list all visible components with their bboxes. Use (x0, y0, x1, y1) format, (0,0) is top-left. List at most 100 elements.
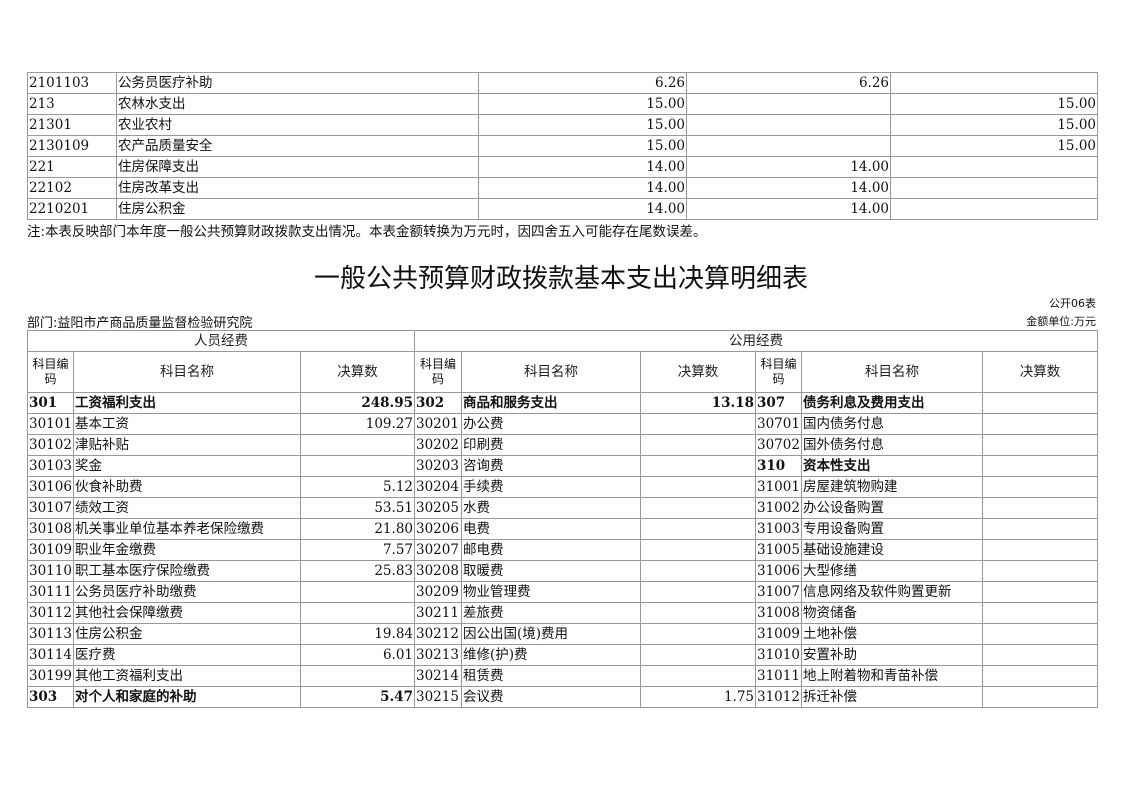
subject-code: 30202 (414, 434, 462, 456)
subject-name: 因公出国(境)费用 (461, 623, 641, 645)
subject-code: 31003 (755, 518, 802, 540)
subject-code: 30206 (414, 518, 462, 540)
table-row: 30108 机关事业单位基本养老保险缴费 21.80 30206 电费 31003 专用设备… (27, 518, 1098, 540)
group-header-personnel: 人员经费 (27, 330, 415, 352)
subject-code: 31001 (755, 476, 802, 498)
amount (640, 665, 756, 687)
basic-amount (686, 135, 891, 157)
subject-code: 30702 (755, 434, 802, 456)
subject-code: 30199 (27, 665, 74, 687)
subject-code: 31009 (755, 623, 802, 645)
subject-code: 2130109 (27, 135, 117, 157)
subject-name: 住房改革支出 (116, 177, 479, 199)
amount (640, 455, 756, 477)
subject-name: 手续费 (461, 476, 641, 498)
table-row: 221 住房保障支出 14.00 14.00 (27, 156, 1098, 178)
table-row: 213 农林水支出 15.00 15.00 (27, 93, 1098, 115)
amount: 248.95 (300, 392, 415, 414)
subject-code: 303 (27, 686, 74, 708)
table-row: 30102 津贴补贴 30202 印刷费 30702 国外债务付息 (27, 434, 1098, 456)
subject-code: 30212 (414, 623, 462, 645)
table-row: 2210201 住房公积金 14.00 14.00 (27, 198, 1098, 220)
amount: 25.83 (300, 560, 415, 582)
subject-code: 31002 (755, 497, 802, 519)
table-row: 301 工资福利支出 248.95 302 商品和服务支出 13.18 307 债务利息及费用… (27, 392, 1098, 414)
subject-code: 31006 (755, 560, 802, 582)
amount: 19.84 (300, 623, 415, 645)
amount: 7.57 (300, 539, 415, 561)
subject-name: 公务员医疗补助缴费 (73, 581, 301, 603)
table-row: 30109 职业年金缴费 7.57 30207 邮电费 31005 基础设施建设 (27, 539, 1098, 561)
subject-code: 221 (27, 156, 117, 178)
subject-name: 差旅费 (461, 602, 641, 624)
table-row: 30101 基本工资 109.27 30201 办公费 30701 国内债务付息 (27, 413, 1098, 435)
subject-name: 农业农村 (116, 114, 479, 136)
group-header-public: 公用经费 (414, 330, 1098, 352)
basic-expenditure-detail-table: 人员经费 公用经费 科目编码 科目名称 决算数 科目编码 科目名称 决算数 科目编码 科目名称… (27, 330, 1098, 708)
subject-code: 30207 (414, 539, 462, 561)
col-header-code: 科目编码 (755, 351, 802, 393)
subject-code: 30101 (27, 413, 74, 435)
subject-name: 对个人和家庭的补助 (73, 686, 301, 708)
table-row: 303 对个人和家庭的补助 5.47 30215 会议费 1.75 31012 拆迁补偿 (27, 686, 1098, 708)
col-header-amount: 决算数 (982, 351, 1098, 393)
subject-name: 基本工资 (73, 413, 301, 435)
subject-code: 30106 (27, 476, 74, 498)
subject-name: 大型修缮 (801, 560, 983, 582)
table-row: 2130109 农产品质量安全 15.00 15.00 (27, 135, 1098, 157)
amount (982, 686, 1098, 708)
subject-name: 商品和服务支出 (461, 392, 641, 414)
amount (982, 581, 1098, 603)
subject-name: 农林水支出 (116, 93, 479, 115)
subject-code: 310 (755, 455, 802, 477)
table-row: 30111 公务员医疗补助缴费 30209 物业管理费 31007 信息网络及软件购置更新 (27, 581, 1098, 603)
subject-name: 专用设备购置 (801, 518, 983, 540)
subject-name: 取暖费 (461, 560, 641, 582)
project-amount: 15.00 (890, 114, 1098, 136)
subject-name: 基础设施建设 (801, 539, 983, 561)
subject-code: 30113 (27, 623, 74, 645)
subject-name: 国内债务付息 (801, 413, 983, 435)
department-label: 部门:益阳市产商品质量监督检验研究院 (27, 316, 253, 331)
amount (982, 644, 1098, 666)
subject-name: 印刷费 (461, 434, 641, 456)
table-row: 22102 住房改革支出 14.00 14.00 (27, 177, 1098, 199)
subject-name: 绩效工资 (73, 497, 301, 519)
subject-code: 31011 (755, 665, 802, 687)
subject-code: 213 (27, 93, 117, 115)
subject-name: 拆迁补偿 (801, 686, 983, 708)
amount (640, 602, 756, 624)
total-amount: 15.00 (478, 93, 687, 115)
amount: 6.01 (300, 644, 415, 666)
amount (982, 560, 1098, 582)
subject-name: 债务利息及费用支出 (801, 392, 983, 414)
amount (640, 644, 756, 666)
total-amount: 6.26 (478, 72, 687, 94)
subject-name: 土地补偿 (801, 623, 983, 645)
basic-amount (686, 114, 891, 136)
subject-code: 2210201 (27, 198, 117, 220)
subject-name: 房屋建筑物购建 (801, 476, 983, 498)
subject-code: 301 (27, 392, 74, 414)
subject-name: 国外债务付息 (801, 434, 983, 456)
table-row: 30103 奖金 30203 咨询费 310 资本性支出 (27, 455, 1098, 477)
subject-name: 办公设备购置 (801, 497, 983, 519)
basic-amount: 14.00 (686, 156, 891, 178)
subject-code: 31007 (755, 581, 802, 603)
subject-name: 其他工资福利支出 (73, 665, 301, 687)
amount (640, 476, 756, 498)
col-header-amount: 决算数 (640, 351, 756, 393)
basic-amount: 14.00 (686, 198, 891, 220)
subject-code: 30213 (414, 644, 462, 666)
project-amount (890, 198, 1098, 220)
subject-name: 津贴补贴 (73, 434, 301, 456)
col-header-code: 科目编码 (414, 351, 462, 393)
subject-name: 农产品质量安全 (116, 135, 479, 157)
subject-code: 30209 (414, 581, 462, 603)
subject-code: 2101103 (27, 72, 117, 94)
table-row: 30199 其他工资福利支出 30214 租赁费 31011 地上附着物和青苗补偿 (27, 665, 1098, 687)
subject-code: 30215 (414, 686, 462, 708)
subject-code: 30108 (27, 518, 74, 540)
subject-code: 22102 (27, 177, 117, 199)
